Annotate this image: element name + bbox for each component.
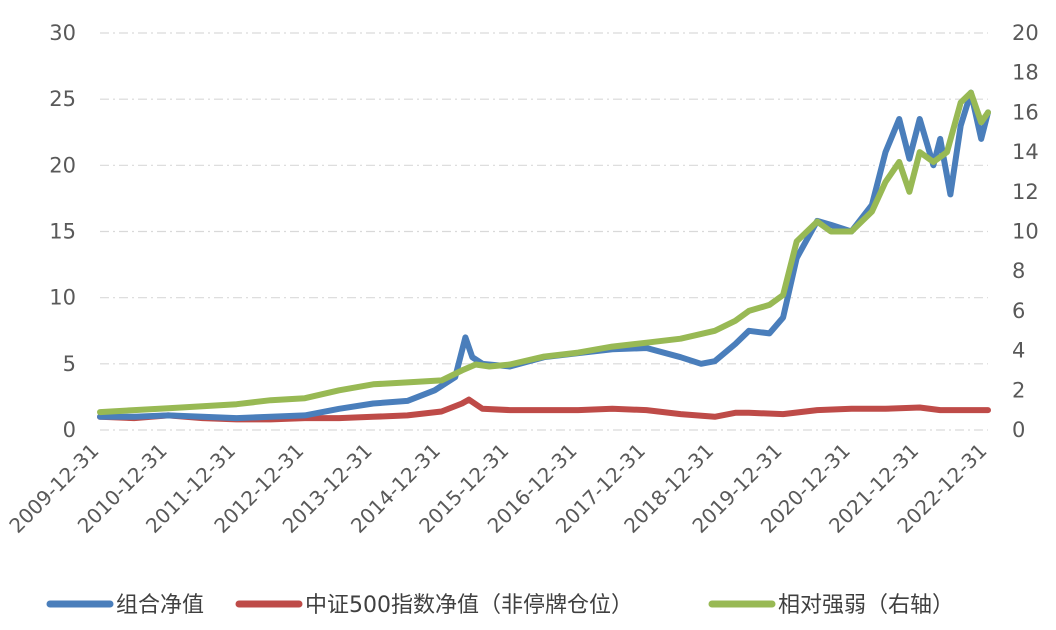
left-axis-ticks: 0 5 10 15 20 25 30 [49,21,76,442]
legend-label-0: 组合净值 [116,593,204,618]
legend: 组合净值 中证500指数净值（非停牌仓位） 相对强弱（右轴） [46,593,954,618]
right-tick-label: 20 [1012,21,1039,45]
left-tick-label: 0 [63,418,76,442]
right-tick-label: 6 [1012,299,1025,323]
legend-label-1: 中证500指数净值（非停牌仓位） [305,593,633,618]
left-tick-label: 20 [49,153,76,177]
right-tick-label: 0 [1012,418,1025,442]
right-tick-label: 8 [1012,259,1025,283]
right-tick-label: 16 [1012,100,1039,124]
x-axis-ticks: 2009-12-312010-12-312011-12-312012-12-31… [4,439,991,538]
gridlines [100,32,988,431]
left-tick-label: 10 [49,286,76,310]
right-tick-label: 12 [1012,180,1039,204]
right-tick-label: 2 [1012,378,1025,402]
legend-label-2: 相对强弱（右轴） [778,593,954,618]
series-line-0 [97,89,991,422]
series-lines [97,89,991,423]
series-line-2 [97,89,991,416]
left-tick-label: 15 [49,220,76,244]
left-tick-label: 25 [49,87,76,111]
right-axis-ticks: 0 2 4 6 8 10 12 14 16 18 20 [1012,21,1039,442]
right-tick-label: 10 [1012,220,1039,244]
right-tick-label: 18 [1012,61,1039,85]
right-tick-label: 4 [1012,339,1025,363]
left-tick-label: 30 [49,21,76,45]
right-tick-label: 14 [1012,140,1039,164]
left-tick-label: 5 [63,352,76,376]
